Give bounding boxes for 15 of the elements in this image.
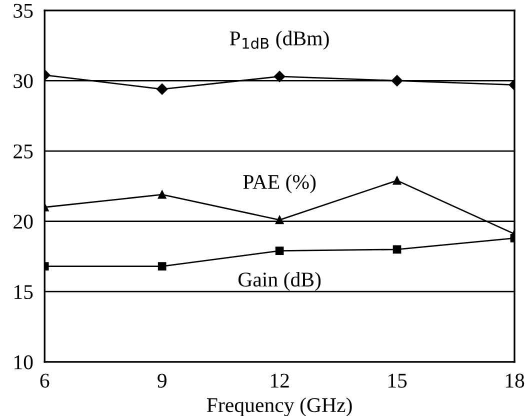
y-tick-label: 20 [14, 214, 33, 229]
series-label: Gain (dB) [238, 272, 321, 291]
y-tick-label: 10 [14, 355, 33, 370]
y-tick-label: 30 [14, 74, 33, 88]
y-tick-label: 15 [14, 285, 33, 300]
x-tick-label: 18 [506, 374, 524, 388]
y-tick-label: 35 [14, 4, 33, 18]
x-tick-label: 12 [270, 374, 289, 388]
x-tick-label: 6 [40, 374, 50, 388]
x-axis-title: Frequency (GHz) [206, 397, 352, 416]
y-tick-label: 25 [14, 144, 33, 158]
x-tick-label: 9 [158, 374, 166, 388]
series-label: PAE (%) [243, 174, 316, 194]
x-tick-label: 15 [388, 374, 407, 388]
series-label: P$_{1dB}$ (dBm) [230, 30, 329, 50]
